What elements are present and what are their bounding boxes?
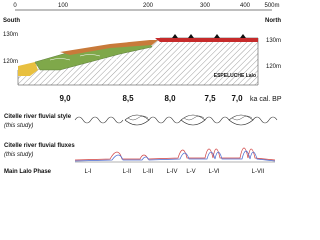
scale-label: 300 xyxy=(200,3,211,9)
phase-label: Main Lalo Phase xyxy=(4,169,52,175)
scale-ticks: 0 100 200 300 400 500m xyxy=(13,3,279,9)
phase-item: L-V xyxy=(186,169,195,175)
scale-label: 0 xyxy=(13,3,17,9)
cross-section xyxy=(17,34,259,86)
fluxes-label: Citelle river fluvial fluxes xyxy=(4,143,75,149)
age-label: 7,0 xyxy=(231,94,243,103)
scale-label: 100 xyxy=(58,3,69,9)
site-label: ESPELUCHE Lalo xyxy=(214,73,256,79)
age-label: 7,5 xyxy=(204,94,216,103)
fluvial-style-line xyxy=(74,114,278,126)
north-label: North xyxy=(265,18,281,24)
scale-label: 400 xyxy=(240,3,251,9)
scale-label: 200 xyxy=(143,3,154,9)
age-unit: ka cal. BP xyxy=(250,96,282,103)
phase-item: L-II xyxy=(123,169,132,175)
south-label: South xyxy=(3,18,20,24)
age-label: 9,0 xyxy=(59,94,71,103)
flux-curves xyxy=(74,147,276,163)
figure: 0 100 200 300 400 500m South North 130m … xyxy=(3,3,282,175)
fluxes-note: (this study) xyxy=(4,152,33,158)
phase-item: L-III xyxy=(143,169,154,175)
age-label: 8,5 xyxy=(122,94,134,103)
phase-item: L-I xyxy=(84,169,91,175)
elevation-label: 120m xyxy=(266,64,281,70)
phase-item: L-VI xyxy=(208,169,219,175)
elevation-label: 130m xyxy=(3,32,18,38)
scale-label: 500m xyxy=(264,3,279,9)
style-note: (this study) xyxy=(4,123,33,129)
age-label: 8,0 xyxy=(164,94,176,103)
elevation-label: 130m xyxy=(266,38,281,44)
phase-item: L-VII xyxy=(252,169,265,175)
style-label: Citelle river fluvial style xyxy=(4,114,72,120)
phase-item: L-IV xyxy=(166,169,177,175)
elevation-label: 120m xyxy=(3,59,18,65)
